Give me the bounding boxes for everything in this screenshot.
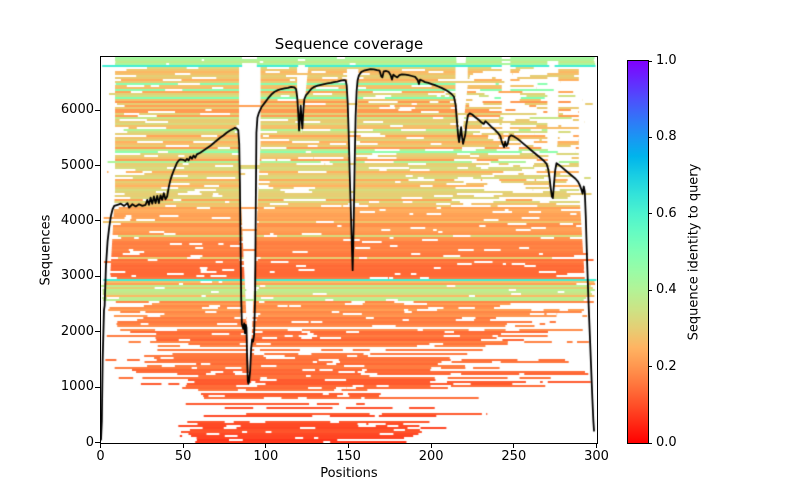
x-axis-label: Positions — [320, 466, 378, 481]
colorbar-tick-label: 1.0 — [656, 53, 677, 68]
x-tick — [348, 443, 349, 448]
y-tick — [95, 386, 100, 388]
y-tick-label: 3000 — [60, 268, 94, 284]
x-tick — [100, 443, 101, 448]
y-tick-label: 0 — [85, 434, 94, 450]
colorbar-tick — [648, 442, 652, 444]
colorbar — [627, 60, 649, 444]
x-tick-label: 300 — [584, 449, 609, 464]
x-tick-label: 50 — [174, 449, 192, 464]
y-tick — [95, 442, 100, 443]
y-tick — [95, 109, 100, 111]
x-tick — [265, 443, 267, 448]
x-tick-label: 200 — [418, 449, 444, 464]
colorbar-tick-label: 0.0 — [656, 435, 677, 450]
colorbar-tick-label: 0.8 — [656, 129, 677, 145]
x-tick — [596, 443, 597, 448]
x-tick-label: 100 — [253, 449, 279, 464]
y-tick — [95, 275, 100, 277]
x-tick-label: 0 — [96, 449, 105, 464]
y-tick — [95, 220, 100, 222]
msa-coverage-canvas — [101, 57, 597, 443]
y-tick — [95, 165, 100, 167]
colorbar-tick — [648, 289, 652, 291]
x-tick — [430, 443, 432, 448]
colorbar-tick — [648, 213, 652, 215]
y-tick-label: 5000 — [60, 157, 94, 173]
colorbar-label: Sequence identity to query — [686, 163, 702, 341]
y-tick-label: 2000 — [60, 323, 94, 339]
y-tick-label: 1000 — [60, 379, 94, 395]
x-tick-label: 250 — [501, 449, 527, 464]
x-tick — [182, 443, 184, 448]
x-tick — [513, 443, 515, 448]
y-axis-label: Sequences — [38, 214, 54, 286]
colorbar-tick — [648, 136, 652, 138]
y-tick-label: 4000 — [60, 212, 94, 228]
colorbar-tick-label: 0.2 — [656, 358, 677, 374]
colorbar-tick-label: 0.4 — [656, 282, 677, 298]
plot-area — [100, 56, 598, 444]
colorbar-tick — [648, 366, 652, 368]
colorbar-tick — [648, 60, 652, 62]
x-tick-label: 150 — [336, 449, 361, 464]
y-tick-label: 6000 — [60, 102, 94, 118]
y-tick — [95, 331, 100, 333]
colorbar-tick-label: 0.6 — [656, 205, 677, 221]
chart-title: Sequence coverage — [274, 35, 424, 53]
